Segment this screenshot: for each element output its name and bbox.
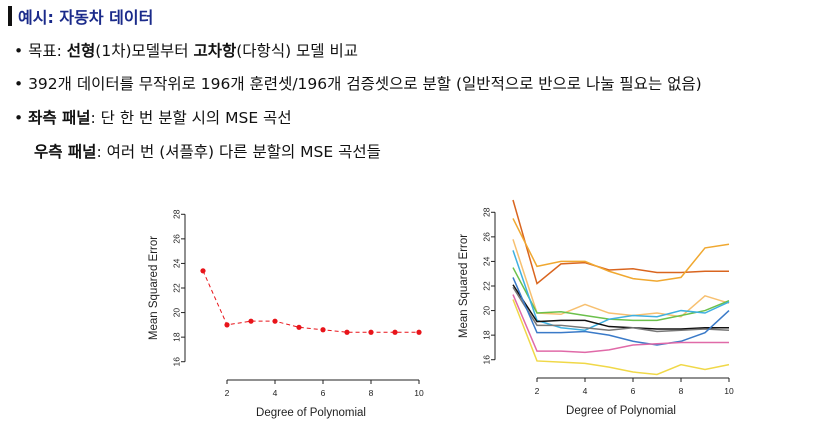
data-point xyxy=(368,329,374,335)
y-tick-label: 20 xyxy=(172,308,182,318)
x-tick-label: 4 xyxy=(273,388,278,398)
data-point xyxy=(224,322,230,328)
y-tick-label: 24 xyxy=(172,258,182,268)
series-line-7 xyxy=(512,286,730,333)
data-point xyxy=(416,329,422,335)
y-tick-label: 18 xyxy=(172,332,182,342)
y-tick-label: 22 xyxy=(482,281,492,291)
x-tick-label: 8 xyxy=(679,386,684,396)
series-line-3 xyxy=(512,239,730,318)
bullet-goal-prefix: • 목표: xyxy=(14,42,67,60)
x-axis-label: Degree of Polynomial xyxy=(566,405,676,417)
y-tick-label: 16 xyxy=(172,357,182,367)
series-line-10 xyxy=(512,299,730,376)
y-tick-label: 22 xyxy=(172,283,182,293)
page-title: 예시: 자동차 데이터 xyxy=(18,8,154,27)
x-tick-label: 6 xyxy=(631,386,636,396)
x-tick-label: 4 xyxy=(583,386,588,396)
bullet-goal-linear: 선형 xyxy=(66,42,96,60)
title-accent-bar xyxy=(8,6,12,26)
y-tick-label: 26 xyxy=(482,232,492,242)
y-tick-label: 28 xyxy=(172,209,182,219)
y-axis-label: Mean Squared Error xyxy=(148,236,160,340)
x-tick-label: 2 xyxy=(225,388,230,398)
bullet-goal: • 목표: 선형(1차)모델부터 고차항(다항식) 모델 비교 xyxy=(14,39,358,61)
y-tick-label: 28 xyxy=(482,207,492,217)
y-tick-label: 26 xyxy=(172,234,182,244)
data-point xyxy=(344,329,350,335)
data-point xyxy=(392,329,398,335)
bullet-left-prefix: • xyxy=(14,109,29,127)
series-line-5 xyxy=(512,250,730,331)
bullet-left-panel: • 좌측 패널: 단 한 번 분할 시의 MSE 곡선 xyxy=(14,106,292,128)
data-point xyxy=(272,318,278,324)
x-tick-label: 10 xyxy=(414,388,424,398)
bullet-split: • 392개 데이터를 무작위로 196개 훈련셋/196개 검증셋으로 분할 … xyxy=(14,75,702,93)
series-line-8 xyxy=(512,277,730,346)
data-point xyxy=(320,327,326,333)
bullet-right-text: : 여러 번 (셔플후) 다른 분할의 MSE 곡선들 xyxy=(96,143,381,161)
x-tick-label: 6 xyxy=(321,388,326,398)
bullet-goal-higher-order: 고차항 xyxy=(193,42,237,60)
series-line-1 xyxy=(512,199,729,285)
y-tick-label: 24 xyxy=(482,256,492,266)
x-tick-label: 8 xyxy=(369,388,374,398)
y-axis-label: Mean Squared Error xyxy=(458,234,470,338)
data-point xyxy=(248,318,254,324)
series-line-2 xyxy=(512,218,730,282)
series-line-4 xyxy=(512,267,730,322)
series-line-9 xyxy=(512,294,729,354)
x-tick-label: 10 xyxy=(724,386,734,396)
x-tick-label: 2 xyxy=(535,386,540,396)
y-tick-label: 16 xyxy=(482,355,492,365)
series-line-6 xyxy=(512,284,729,330)
series-line-1 xyxy=(202,270,419,333)
bullet-right-panel: 우측 패널: 여러 번 (셔플후) 다른 분할의 MSE 곡선들 xyxy=(34,140,381,162)
y-tick-label: 18 xyxy=(482,330,492,340)
y-tick-label: 20 xyxy=(482,306,492,316)
bullet-left-text: : 단 한 번 분할 시의 MSE 곡선 xyxy=(90,109,292,127)
bullet-right-label: 우측 패널 xyxy=(34,143,97,161)
bullet-goal-suffix: (다항식) 모델 비교 xyxy=(236,42,359,60)
bullet-left-label: 좌측 패널 xyxy=(28,109,91,127)
data-point xyxy=(296,324,302,330)
data-point xyxy=(200,268,206,274)
bullet-goal-mid: (1차)모델부터 xyxy=(95,42,194,60)
x-axis-label: Degree of Polynomial xyxy=(256,407,366,419)
